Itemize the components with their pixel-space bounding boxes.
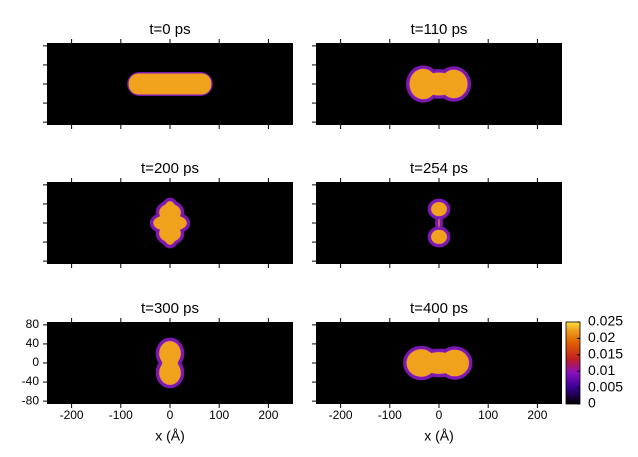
- density-blob-part: [162, 345, 178, 381]
- y-tick-label: 0: [32, 355, 39, 369]
- panel-title: t=200 ps: [141, 160, 199, 177]
- density-blob: [149, 197, 191, 249]
- panel-title: t=110 ps: [411, 21, 468, 38]
- density-blob-part: [431, 229, 447, 244]
- density-blob-part: [421, 72, 457, 96]
- density-blob-part: [159, 225, 181, 242]
- x-tick-label: 0: [436, 408, 443, 422]
- panel-title: t=254 ps: [410, 160, 468, 177]
- density-blob: [155, 337, 185, 389]
- panel-title: t=400 ps: [410, 300, 468, 317]
- colorbar-tick-label: 0: [588, 395, 596, 411]
- density-blob-part: [153, 214, 187, 232]
- density-blob: [403, 345, 473, 381]
- y-tick-label: -40: [22, 374, 40, 388]
- x-axis-label: x (Å): [424, 428, 454, 444]
- x-tick-label: 0: [167, 408, 174, 422]
- density-blob: [406, 65, 472, 103]
- colorbar-tick-label: 0.01: [588, 362, 615, 378]
- x-tick-label: -100: [378, 408, 402, 422]
- density-blob: [427, 198, 451, 248]
- y-tick-label: 40: [26, 336, 40, 350]
- colorbar-tick-label: 0.005: [588, 378, 623, 394]
- colorbar-tick-label: 0.025: [588, 313, 623, 329]
- panel-title: t=0 ps: [149, 21, 190, 38]
- panel-title: t=300 ps: [141, 300, 199, 317]
- x-tick-label: 100: [209, 408, 229, 422]
- x-tick-label: -100: [109, 408, 133, 422]
- density-blob-part: [421, 352, 457, 374]
- x-tick-label: -200: [60, 408, 84, 422]
- density-blob-part: [438, 218, 440, 228]
- density-blob: [127, 72, 213, 96]
- colorbar: [565, 321, 581, 405]
- colorbar-tick-label: 0.02: [588, 329, 615, 345]
- colorbar-tick-label: 0.015: [588, 346, 623, 362]
- density-blob-part: [431, 202, 447, 217]
- density-blob-part: [159, 204, 181, 221]
- y-tick-label: -80: [22, 393, 40, 407]
- density-blob-part: [128, 73, 212, 95]
- x-tick-label: 100: [478, 408, 498, 422]
- x-tick-label: 200: [258, 408, 278, 422]
- y-tick-label: 80: [26, 317, 40, 331]
- x-tick-label: 200: [527, 408, 547, 422]
- x-axis-label: x (Å): [155, 428, 185, 444]
- x-tick-label: -200: [329, 408, 353, 422]
